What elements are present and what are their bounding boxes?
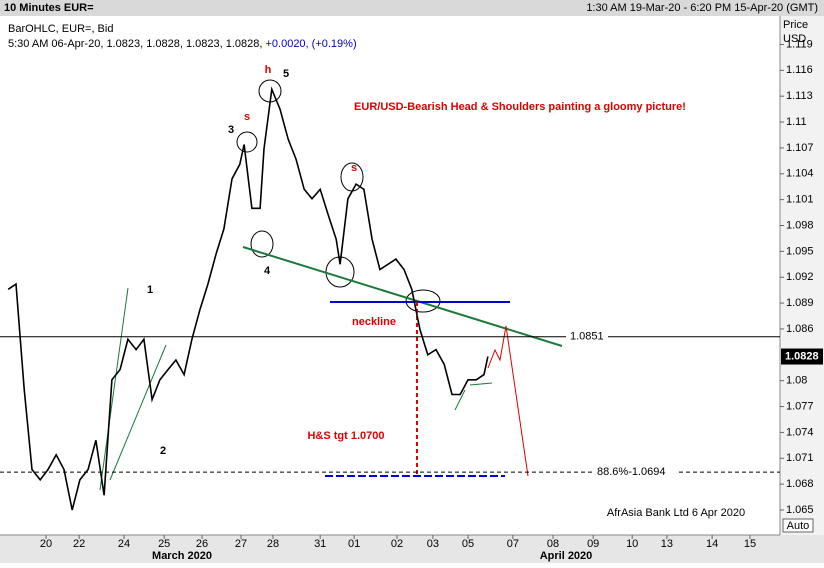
quote-change: +0.0020, (+0.19%) bbox=[265, 38, 356, 50]
x-tick-label: 24 bbox=[118, 538, 130, 550]
x-tick-label: 20 bbox=[40, 538, 52, 550]
y-unit: USD bbox=[783, 33, 806, 45]
x-tick-label: 13 bbox=[661, 538, 673, 550]
circle bbox=[236, 131, 258, 153]
x-tick-label: 03 bbox=[427, 538, 439, 550]
neckline bbox=[242, 246, 563, 347]
x-tick-label: 15 bbox=[744, 538, 756, 550]
annotation: neckline bbox=[352, 316, 396, 328]
y-tick-label: 1.068 bbox=[786, 478, 814, 490]
y-tick-label: 1.065 bbox=[786, 504, 814, 516]
x-tick-label: 08 bbox=[547, 538, 559, 550]
y-tick-label: 1.119 bbox=[786, 38, 813, 50]
price-axis-bar bbox=[780, 16, 824, 535]
y-tick-label: 1.107 bbox=[786, 142, 814, 154]
level-box bbox=[566, 329, 608, 344]
drawings bbox=[99, 79, 563, 491]
y-tick-label: 1.101 bbox=[786, 194, 814, 206]
x-tick-label: 01 bbox=[348, 538, 360, 550]
x-tick-label: 22 bbox=[73, 538, 85, 550]
header-bar bbox=[0, 0, 824, 16]
x-tick-label: 25 bbox=[158, 538, 170, 550]
x-tick-label: 09 bbox=[587, 538, 599, 550]
trend-line bbox=[109, 344, 167, 481]
y-tick-label: 1.113 bbox=[786, 90, 813, 102]
wave-label: 3 bbox=[228, 124, 234, 136]
x-tick-label: 07 bbox=[507, 538, 519, 550]
level-label: 1.0851 bbox=[570, 331, 604, 343]
wave-label: 4 bbox=[264, 265, 271, 277]
y-tick-label: 1.077 bbox=[786, 400, 814, 412]
y-tick-label: 1.104 bbox=[786, 168, 814, 180]
x-tick-label: 31 bbox=[314, 538, 326, 550]
price-line bbox=[7, 86, 489, 511]
trend-line bbox=[454, 389, 466, 411]
target-box bbox=[594, 465, 676, 480]
wave-label: s bbox=[351, 162, 357, 174]
x-tick-label: 28 bbox=[267, 538, 279, 550]
x-tick-label: 02 bbox=[391, 538, 403, 550]
y-tick-label: 1.074 bbox=[786, 426, 814, 438]
x-tick-label: 05 bbox=[462, 538, 474, 550]
wave-label: s bbox=[244, 111, 250, 123]
wave-label: 5 bbox=[283, 68, 289, 80]
wave-label: h bbox=[265, 64, 272, 76]
header-title: 10 Minutes EUR= bbox=[4, 2, 94, 14]
trend-line bbox=[99, 287, 129, 491]
auto-button[interactable] bbox=[782, 518, 814, 533]
header-range: 1:30 AM 19-Mar-20 - 6:20 PM 15-Apr-20 (G… bbox=[586, 2, 818, 14]
y-tick-label: 1.116 bbox=[786, 64, 813, 76]
y-tick-label: 1.071 bbox=[786, 452, 814, 464]
annotation: H&S tgt 1.0700 bbox=[307, 430, 384, 442]
target-label: 88.6%-1.0694 bbox=[597, 466, 666, 478]
month-label: March 2020 bbox=[152, 550, 212, 562]
last-price-box bbox=[781, 348, 823, 365]
source: AfrAsia Bank Ltd 6 Apr 2020 bbox=[607, 507, 745, 519]
projection bbox=[487, 325, 529, 477]
y-tick-label: 1.08 bbox=[786, 375, 807, 387]
x-tick-label: 14 bbox=[706, 538, 718, 550]
y-tick-label: 1.086 bbox=[786, 323, 814, 335]
auto-label[interactable]: Auto bbox=[787, 520, 810, 532]
wave-label: 2 bbox=[160, 445, 166, 457]
wave-label: 1 bbox=[147, 284, 153, 296]
trend-line bbox=[469, 382, 493, 386]
y-tick-label: 1.098 bbox=[786, 219, 814, 231]
quote-values: 5:30 AM 06-Apr-20, 1.0823, 1.0828, 1.082… bbox=[8, 38, 262, 50]
x-tick-label: 10 bbox=[626, 538, 638, 550]
y-label: Price bbox=[783, 19, 808, 31]
chart-title: EUR/USD-Bearish Head & Shoulders paintin… bbox=[354, 101, 686, 113]
y-tick-label: 1.089 bbox=[786, 297, 814, 309]
y-tick-label: 1.092 bbox=[786, 271, 814, 283]
x-tick-label: 27 bbox=[235, 538, 247, 550]
subtitle: BarOHLC, EUR=, Bid bbox=[8, 23, 113, 35]
x-tick-label: 26 bbox=[196, 538, 208, 550]
y-tick-label: 1.11 bbox=[786, 116, 807, 128]
y-tick-label: 1.095 bbox=[786, 245, 814, 257]
last-price-label: 1.0828 bbox=[785, 350, 819, 362]
circle bbox=[250, 230, 274, 258]
month-label: April 2020 bbox=[540, 550, 593, 562]
date-axis-bar bbox=[0, 535, 824, 563]
quote: 5:30 AM 06-Apr-20, 1.0823, 1.0828, 1.082… bbox=[8, 38, 357, 50]
